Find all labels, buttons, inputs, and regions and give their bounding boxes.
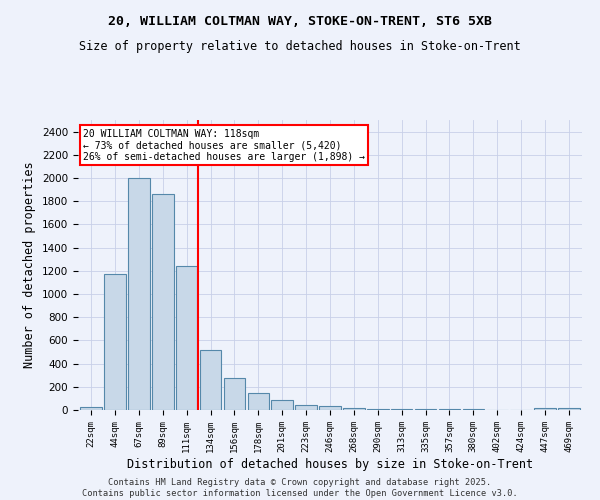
- Bar: [152, 194, 173, 410]
- Text: 20, WILLIAM COLTMAN WAY, STOKE-ON-TRENT, ST6 5XB: 20, WILLIAM COLTMAN WAY, STOKE-ON-TRENT,…: [108, 15, 492, 28]
- Bar: [224, 378, 245, 410]
- Bar: [534, 408, 556, 410]
- Bar: [271, 400, 293, 410]
- Bar: [128, 178, 149, 410]
- Bar: [104, 274, 126, 410]
- Bar: [80, 407, 102, 410]
- Bar: [200, 350, 221, 410]
- Text: Size of property relative to detached houses in Stoke-on-Trent: Size of property relative to detached ho…: [79, 40, 521, 53]
- Bar: [558, 408, 580, 410]
- Bar: [176, 266, 197, 410]
- X-axis label: Distribution of detached houses by size in Stoke-on-Trent: Distribution of detached houses by size …: [127, 458, 533, 470]
- Bar: [343, 408, 365, 410]
- Bar: [319, 406, 341, 410]
- Bar: [391, 409, 412, 410]
- Text: Contains HM Land Registry data © Crown copyright and database right 2025.
Contai: Contains HM Land Registry data © Crown c…: [82, 478, 518, 498]
- Y-axis label: Number of detached properties: Number of detached properties: [23, 162, 37, 368]
- Bar: [295, 406, 317, 410]
- Bar: [367, 408, 389, 410]
- Bar: [248, 392, 269, 410]
- Text: 20 WILLIAM COLTMAN WAY: 118sqm
← 73% of detached houses are smaller (5,420)
26% : 20 WILLIAM COLTMAN WAY: 118sqm ← 73% of …: [83, 128, 365, 162]
